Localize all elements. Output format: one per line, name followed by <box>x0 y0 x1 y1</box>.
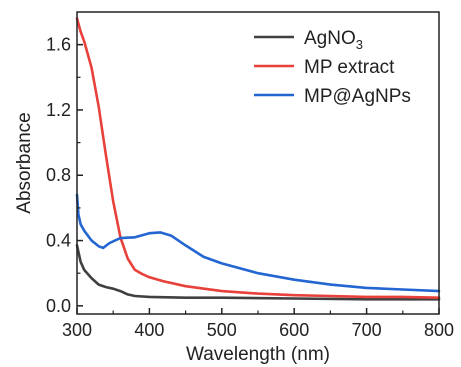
x-axis-title: Wavelength (nm) <box>186 344 330 365</box>
legend-label-2: MP extract <box>304 57 395 78</box>
series-line-2 <box>75 17 441 299</box>
y-tick-label: 1.6 <box>46 35 71 55</box>
legend-label-3: MP@AgNPs <box>304 86 411 107</box>
x-axis-ticks: 300 400 500 600 700 800 <box>62 308 454 340</box>
y-axis-ticks: 0.0 0.4 0.8 1.2 1.6 <box>46 35 83 316</box>
legend-label-1: AgNO3 <box>304 28 363 52</box>
x-tick-label: 300 <box>62 320 92 340</box>
legend-label-subscript: 3 <box>356 37 363 52</box>
y-tick-label: 0.8 <box>46 165 71 185</box>
y-tick-label: 0.0 <box>46 296 71 316</box>
plot-lines <box>75 17 441 301</box>
x-tick-label: 600 <box>279 320 309 340</box>
y-tick-label: 0.4 <box>46 231 71 251</box>
x-tick-label: 400 <box>134 320 164 340</box>
x-tick-label: 800 <box>424 320 454 340</box>
series-line-3 <box>75 193 441 293</box>
x-tick-label: 500 <box>207 320 237 340</box>
x-tick-label: 700 <box>352 320 382 340</box>
y-axis-title: Absorbance <box>14 112 35 213</box>
y-tick-label: 1.2 <box>46 100 71 120</box>
legend: AgNO3 MP extract MP@AgNPs <box>254 28 411 107</box>
series-line-1 <box>75 244 441 301</box>
